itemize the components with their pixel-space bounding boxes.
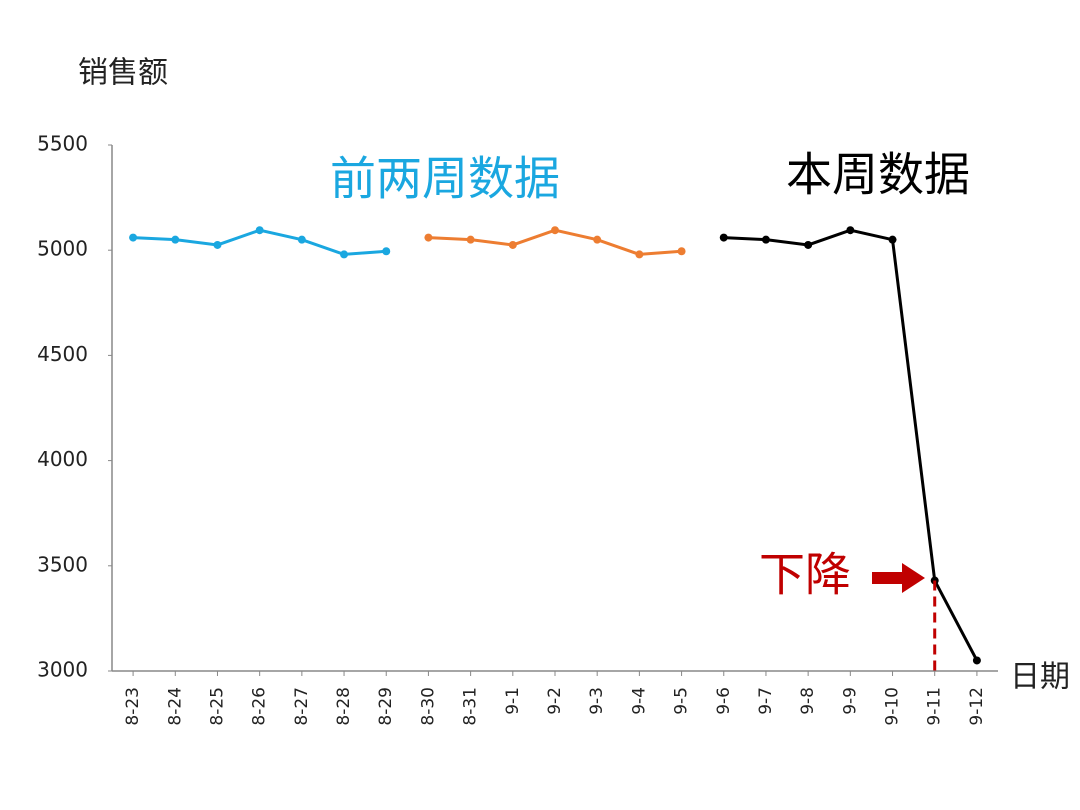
data-point [804,240,813,249]
data-point [677,247,686,256]
data-point [719,233,728,242]
data-point [761,235,770,244]
x-tick-label: 9-3 [587,687,607,715]
y-tick-label: 4500 [37,342,88,366]
y-tick-label: 5500 [37,132,88,156]
series-label: 本周数据 [786,148,970,202]
data-point [382,247,391,256]
x-tick-label: 8-24 [165,687,185,726]
x-tick-label: 8-26 [250,687,270,726]
data-point [972,656,981,665]
data-point [888,235,897,244]
data-point [340,250,349,259]
data-point [508,240,517,249]
data-point [551,226,559,235]
x-tick-label: 8-25 [207,687,227,726]
x-tick-label: 8-31 [461,687,481,726]
data-point [593,235,602,244]
y-axis-label: 销售额 [78,56,168,91]
data-point [424,233,433,242]
data-point [635,250,644,259]
x-tick-label: 8-23 [123,687,143,726]
x-tick-label: 9-2 [545,687,565,715]
x-tick-label: 9-9 [840,687,860,715]
x-tick-label: 8-30 [418,687,438,726]
series-label: 前两周数据 [330,152,560,206]
x-tick-label: 9-6 [714,687,734,715]
data-point [297,235,306,244]
data-point [171,235,180,244]
x-axis-label: 日期 [1010,660,1070,695]
x-tick-label: 9-8 [798,687,818,715]
annotation-arrow [872,563,925,593]
data-point [846,226,855,235]
y-tick-label: 4000 [37,447,88,471]
y-tick-label: 3500 [37,552,88,576]
data-point [213,240,222,249]
data-point [466,235,475,244]
x-tick-label: 9-1 [503,687,523,715]
y-tick-label: 3000 [37,658,88,682]
x-tick-label: 9-12 [967,687,987,726]
x-tick-label: 9-11 [925,687,945,726]
x-tick-label: 8-29 [376,687,396,726]
x-tick-label: 9-5 [672,687,692,715]
data-point [255,226,264,235]
y-tick-label: 5000 [37,237,88,261]
data-point [129,233,138,242]
x-tick-label: 9-4 [629,687,649,715]
x-tick-label: 9-7 [756,687,776,715]
annotation: 下降 [759,548,851,602]
x-tick-label: 9-10 [883,687,903,726]
x-tick-label: 8-28 [334,687,354,726]
x-tick-label: 8-27 [292,687,312,726]
